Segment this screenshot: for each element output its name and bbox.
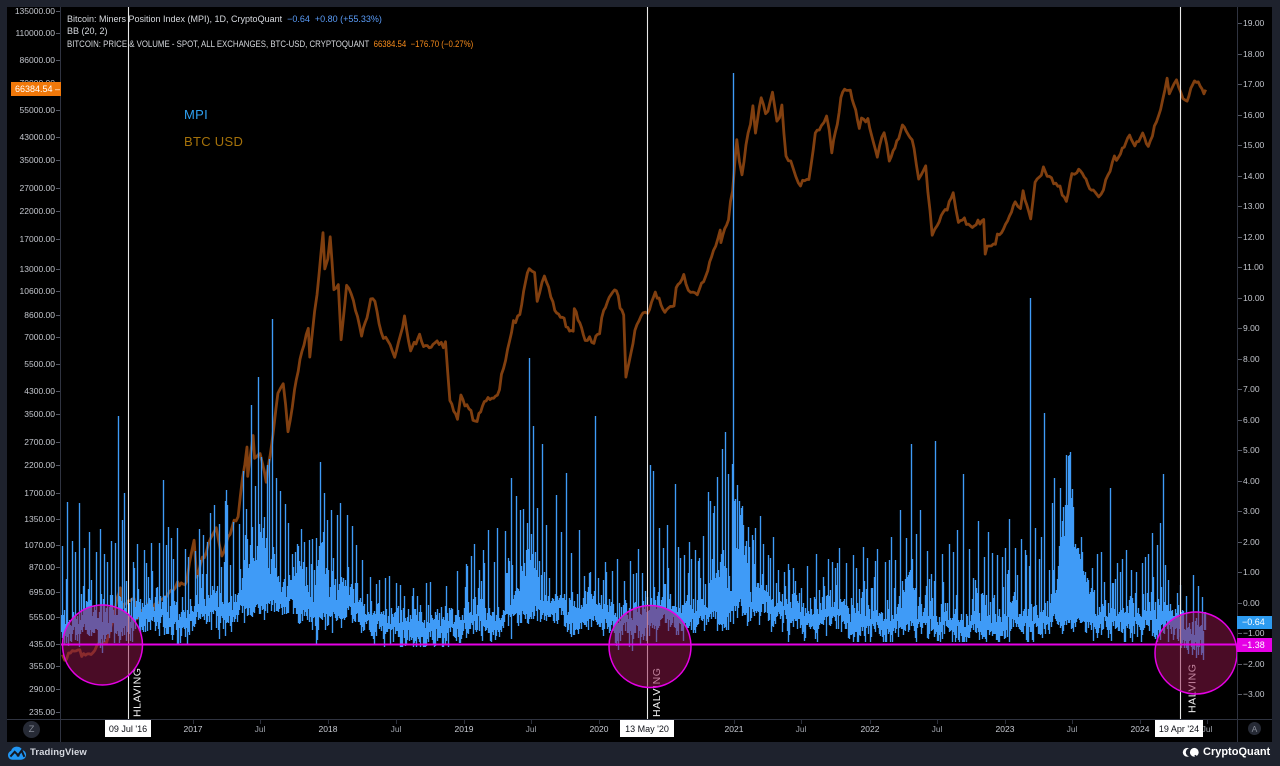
svg-text:HLAVING: HLAVING (132, 667, 144, 717)
